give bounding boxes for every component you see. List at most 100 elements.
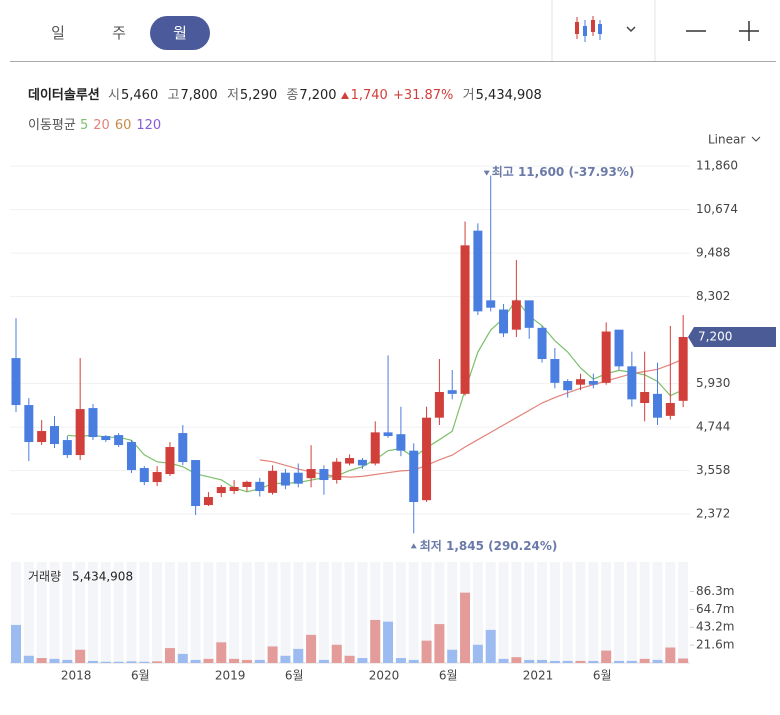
quote-value: 7,200 (299, 88, 337, 103)
quote-label: 저 (226, 88, 239, 103)
volume-column-bg (383, 562, 394, 663)
volume-bar (62, 659, 73, 663)
scale-selector[interactable]: Linear (708, 133, 745, 147)
y-tick-label: 3,558 (696, 463, 730, 477)
volume-bar (537, 659, 548, 663)
volume-bar (588, 660, 599, 663)
volume-bar (344, 655, 355, 663)
volume-column-bg (216, 562, 227, 663)
volume-bar (241, 659, 252, 663)
volume-bar (293, 648, 304, 663)
volume-column-bg (524, 562, 535, 663)
candle-body (37, 431, 47, 443)
volume-column-bg (395, 562, 406, 663)
volume-column-bg (485, 562, 496, 663)
volume-column-bg (229, 562, 240, 663)
volume-bar (434, 624, 445, 663)
volume-column-bg (23, 562, 34, 663)
volume-bar (665, 647, 676, 663)
candle-body (563, 381, 573, 391)
volume-bar (254, 659, 265, 663)
volume-column-bg (370, 562, 381, 663)
volume-column-bg (434, 562, 445, 663)
volume-column-bg (614, 562, 625, 663)
ma-title: 이동평균 (28, 118, 76, 133)
volume-column-bg (87, 562, 98, 663)
volume-bar (216, 642, 227, 663)
up-arrow (340, 92, 349, 99)
candle-body (473, 230, 483, 312)
volume-bar (87, 660, 98, 663)
volume-column-bg (678, 562, 689, 663)
candle-body (422, 417, 432, 501)
candle-body (627, 366, 637, 400)
volume-bar (562, 660, 573, 663)
volume-tick-label: 43.2m (696, 620, 734, 634)
tab[interactable]: 주 (112, 24, 126, 42)
zoom-in[interactable] (739, 21, 759, 41)
volume-column-bg (254, 562, 265, 663)
tab[interactable]: 월 (150, 16, 210, 50)
volume-bar (601, 650, 612, 663)
quote-label: 시 (108, 88, 120, 103)
chart-type-button[interactable] (575, 16, 636, 42)
candle-body (447, 390, 457, 394)
candle-body (396, 434, 406, 451)
volume-column-bg (113, 562, 124, 663)
volume-column-bg (549, 562, 560, 663)
tab[interactable]: 일 (51, 24, 65, 42)
x-tick-label: 6월 (131, 669, 150, 683)
volume-column-bg (318, 562, 329, 663)
volume-column-bg (472, 562, 483, 663)
legend-item: 120 (136, 118, 162, 133)
candle-body (101, 436, 111, 441)
volume-bar (267, 646, 278, 663)
candle-body (511, 300, 521, 330)
volume-bar (472, 644, 483, 663)
candle-body (588, 381, 598, 385)
candle-body (640, 392, 650, 404)
candle-body (11, 358, 21, 406)
candle-body (678, 337, 688, 401)
candle-body (357, 459, 367, 466)
candle-body (229, 486, 239, 492)
candle-body (524, 300, 534, 328)
volume-bar (190, 659, 201, 663)
candle-body (242, 481, 252, 487)
volume-bar (639, 658, 650, 663)
candle-body (319, 469, 329, 481)
x-tick-label: 2020 (369, 669, 400, 683)
quote-value: 5,290 (239, 88, 278, 103)
volume-column-bg (601, 562, 612, 663)
volume-column-bg (280, 562, 291, 663)
candle-body (178, 433, 188, 463)
volume-column-bg (447, 562, 458, 663)
volume-bar (575, 660, 586, 663)
ma-line (259, 358, 684, 478)
volume-column-bg (190, 562, 201, 663)
volume-bar (395, 658, 406, 663)
volume-bar (100, 661, 111, 663)
volume-bar (152, 661, 163, 663)
volume-column-bg (177, 562, 188, 663)
candle-body (126, 442, 136, 471)
candle-body (268, 470, 278, 493)
volume-bar (357, 658, 368, 663)
volume-column-bg (537, 562, 548, 663)
candle-body (653, 393, 662, 418)
candle-body (434, 392, 444, 418)
volume-title: 거래량 (28, 570, 61, 584)
volume-bar (511, 657, 522, 663)
volume-bar (331, 644, 342, 663)
volume-bar (460, 592, 471, 663)
volume-column-bg (139, 562, 150, 663)
volume-bar (75, 649, 86, 663)
change: 1,740 (350, 88, 388, 103)
volume-bar (626, 660, 637, 663)
candle-body (409, 450, 419, 503)
volume-column-bg (652, 562, 663, 663)
volume-column-bg (306, 562, 317, 663)
legend-item: 5 (79, 118, 89, 133)
